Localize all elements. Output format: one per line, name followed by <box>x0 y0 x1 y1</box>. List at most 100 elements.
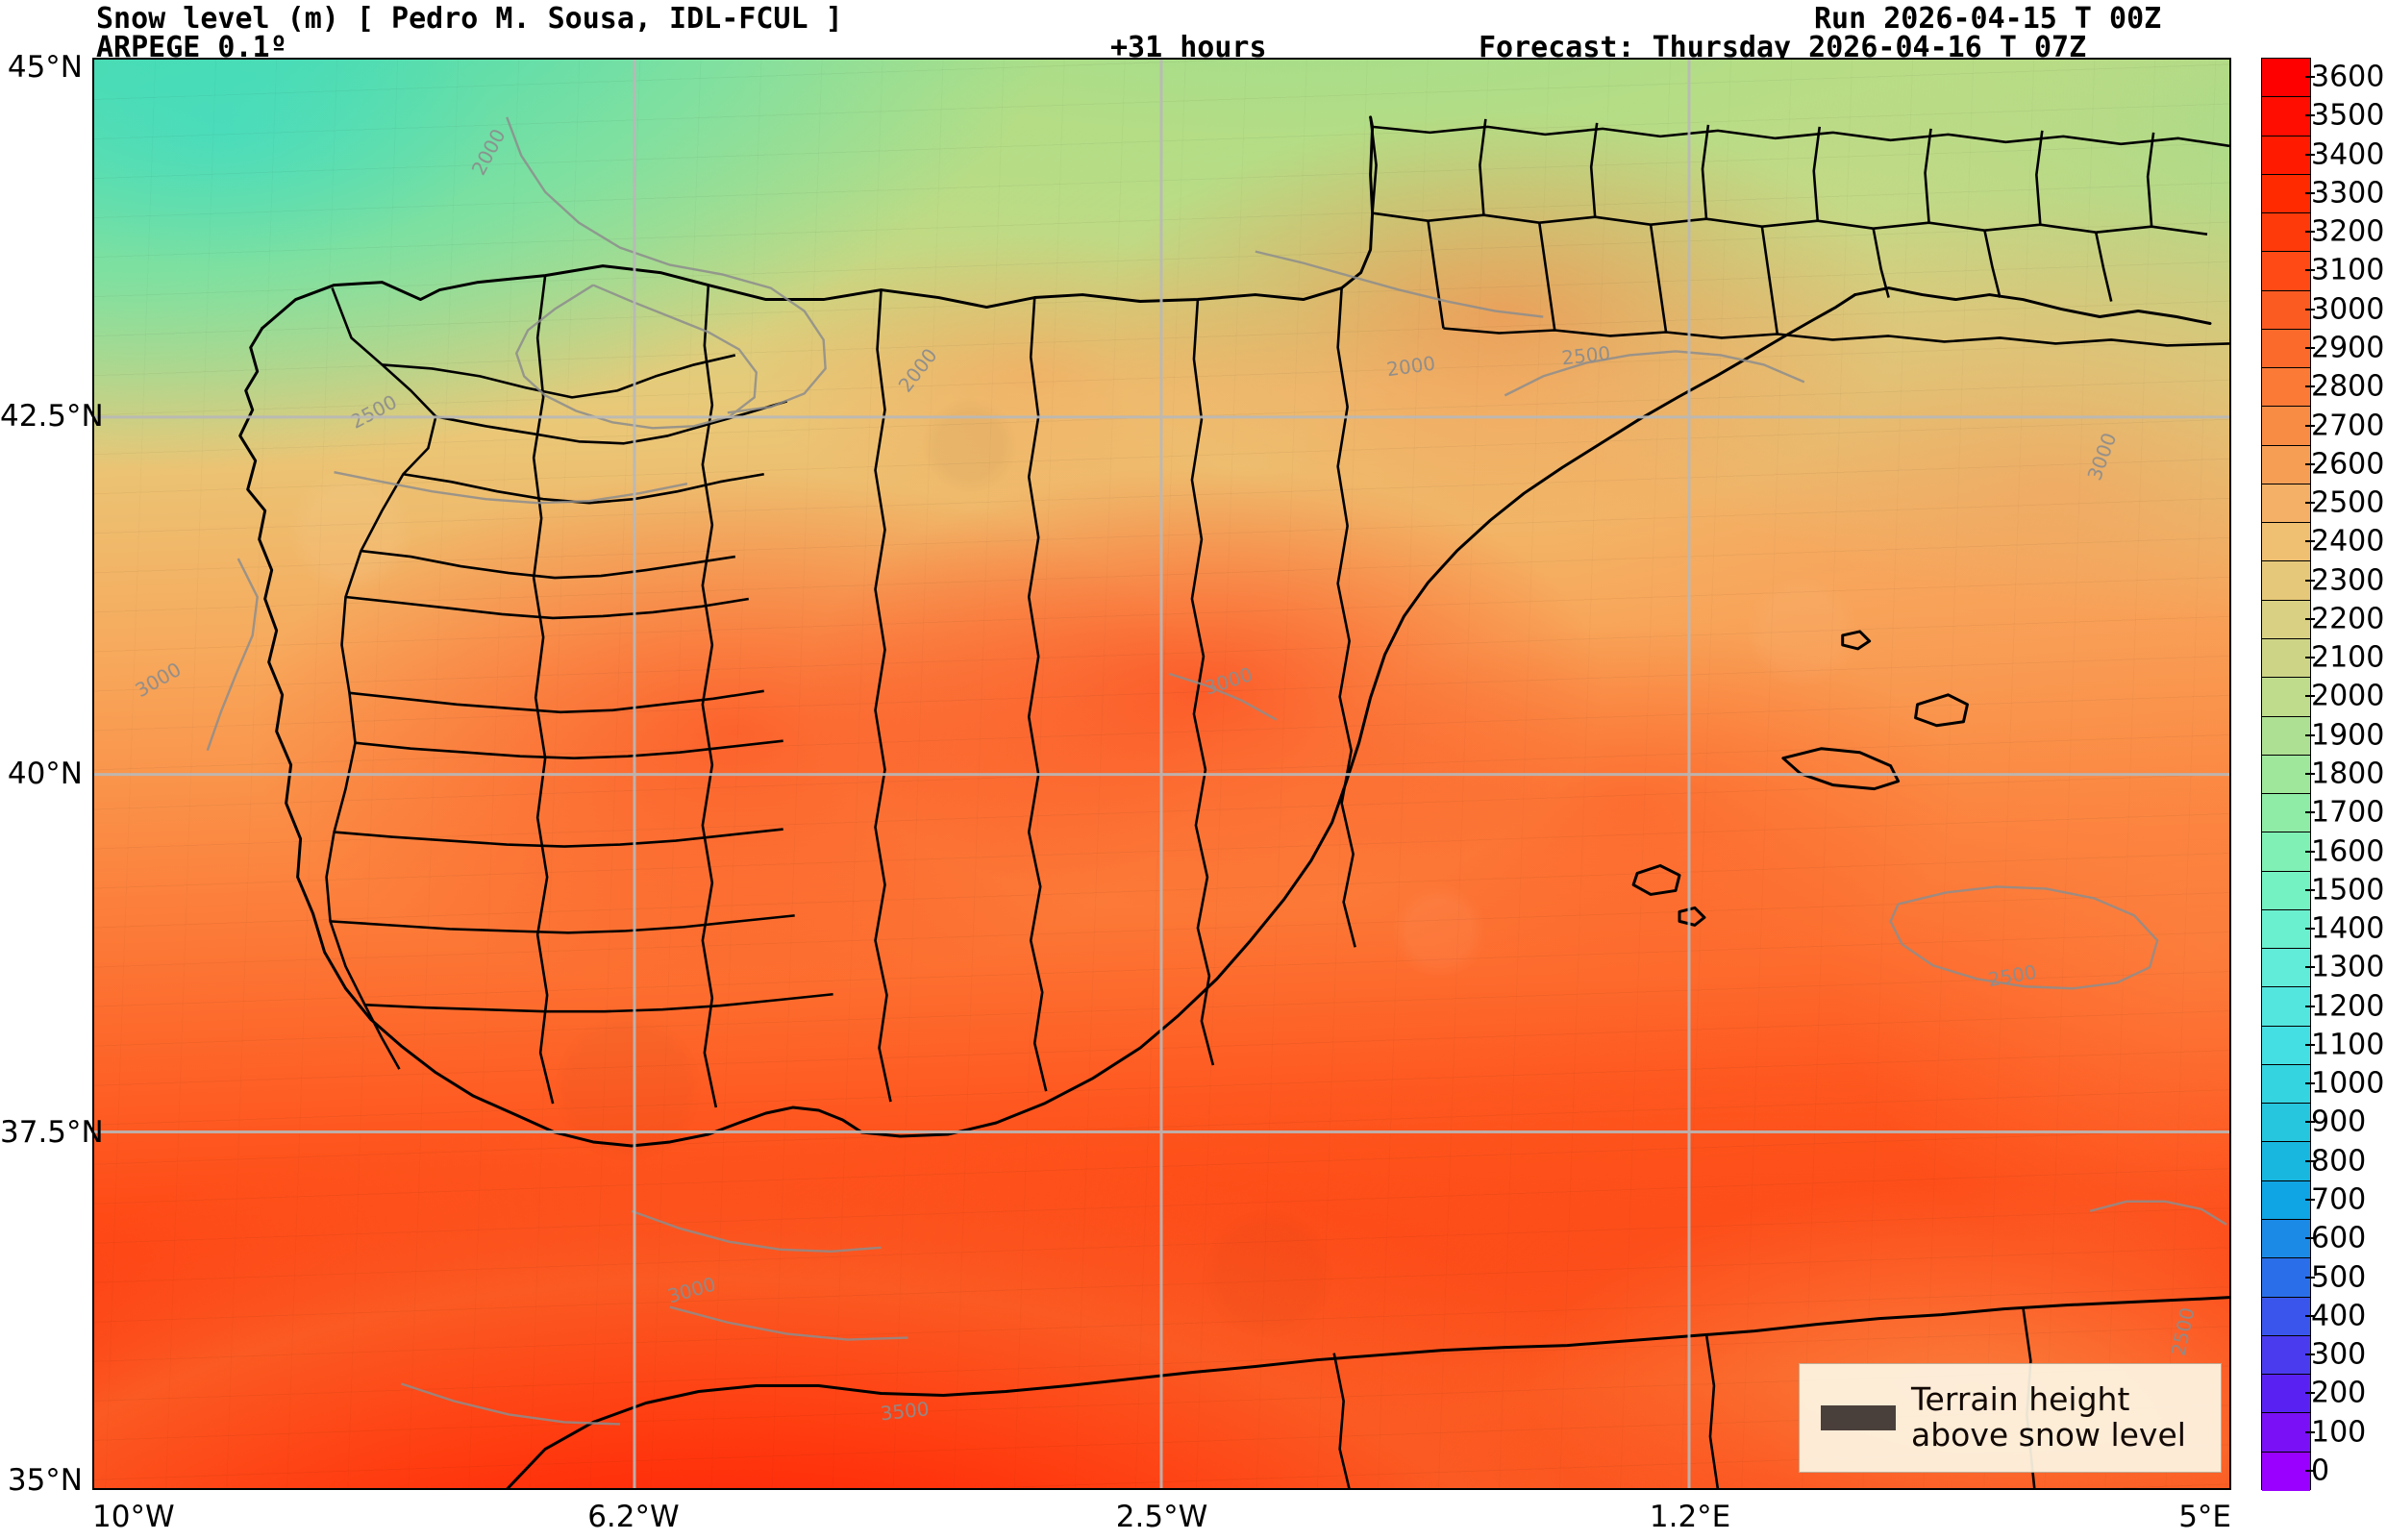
colorbar-ticks: 3600 3500 3400 3300 3200 3100 3000 2900 2800 2700… <box>2311 58 2387 1490</box>
colorbar-tick-mark <box>2305 308 2315 310</box>
colorbar-tick-mark <box>2305 269 2315 272</box>
legend-swatch-icon <box>1821 1405 1896 1430</box>
colorbar-segment <box>2262 1064 2310 1105</box>
colorbar-tick-label: 2700 <box>2311 409 2385 443</box>
colorbar-tick-label: 3400 <box>2311 137 2385 172</box>
colorbar-tick-mark <box>2305 1043 2315 1046</box>
x-tick-label: 1.2°E <box>1649 1500 1731 1534</box>
colorbar-tick-label: 3000 <box>2311 292 2385 327</box>
colorbar-tick-label: 3300 <box>2311 176 2385 211</box>
colorbar-tick-mark <box>2305 773 2315 775</box>
colorbar-tick-label: 3100 <box>2311 253 2385 287</box>
terrain-height-legend: Terrain height above snow level <box>1799 1363 2222 1473</box>
colorbar-segment <box>2262 1335 2310 1376</box>
colorbar-segment <box>2262 136 2310 175</box>
colorbar-tick-label: 3500 <box>2311 98 2385 133</box>
colorbar-segment <box>2262 600 2310 639</box>
colorbar-segment <box>2262 678 2310 717</box>
colorbar-tick-mark <box>2305 733 2315 736</box>
colorbar-tick-label: 1400 <box>2311 911 2385 946</box>
colorbar-segment <box>2262 484 2310 524</box>
colorbar-tick-label: 2500 <box>2311 485 2385 520</box>
colorbar-segment <box>2262 174 2310 214</box>
legend-text: Terrain height above snow level <box>1911 1380 2186 1453</box>
colorbar-segment <box>2262 871 2310 910</box>
colorbar-tick-mark <box>2305 1198 2315 1201</box>
colorbar-tick-label: 800 <box>2311 1144 2367 1179</box>
colorbar-segment <box>2262 59 2310 98</box>
colorbar-segment <box>2262 794 2310 833</box>
legend-line-1: Terrain height <box>1911 1380 2130 1419</box>
colorbar-tick-mark <box>2305 153 2315 156</box>
colorbar-segment <box>2262 1258 2310 1298</box>
colorbar-segment <box>2262 987 2310 1027</box>
colorbar-tick-label: 2400 <box>2311 524 2385 559</box>
colorbar-tick-mark <box>2305 850 2315 853</box>
colorbar-tick-label: 1500 <box>2311 873 2385 907</box>
snow-level-map[interactable]: 2000 2500 2000 2000 2500 3000 3000 3000 … <box>92 58 2231 1490</box>
colorbar-tick-mark <box>2305 540 2315 543</box>
colorbar-tick-mark <box>2305 385 2315 388</box>
colorbar-tick-mark <box>2305 76 2315 79</box>
graticule-layer <box>94 60 2229 1488</box>
colorbar[interactable] <box>2261 58 2311 1491</box>
colorbar-tick-label: 2800 <box>2311 369 2385 404</box>
colorbar-tick-label: 300 <box>2311 1337 2367 1372</box>
x-tick-label: 5°E <box>2178 1500 2231 1534</box>
svg-text:3500: 3500 <box>880 1397 931 1425</box>
svg-text:2500: 2500 <box>1560 341 1611 369</box>
colorbar-segment <box>2262 909 2310 950</box>
colorbar-segment <box>2262 523 2310 562</box>
colorbar-tick-mark <box>2305 617 2315 620</box>
colorbar-segment <box>2262 213 2310 253</box>
colorbar-tick-label: 900 <box>2311 1105 2367 1139</box>
colorbar-tick-label: 1600 <box>2311 834 2385 869</box>
colorbar-tick-mark <box>2305 888 2315 891</box>
map-field: 2000 2500 2000 2000 2500 3000 3000 3000 … <box>94 60 2229 1488</box>
colorbar-tick-mark <box>2305 424 2315 427</box>
colorbar-segment <box>2262 445 2310 484</box>
colorbar-segment <box>2262 716 2310 756</box>
colorbar-tick-mark <box>2305 1082 2315 1085</box>
colorbar-tick-mark <box>2305 1276 2315 1279</box>
colorbar-tick-mark <box>2305 1121 2315 1124</box>
colorbar-segment <box>2262 949 2310 988</box>
colorbar-tick-label: 1300 <box>2311 950 2385 984</box>
colorbar-segment <box>2262 1452 2310 1491</box>
colorbar-segment <box>2262 638 2310 679</box>
colorbar-tick-label: 2000 <box>2311 679 2385 713</box>
colorbar-tick-mark <box>2305 1237 2315 1240</box>
x-tick-label: 2.5°W <box>1115 1500 1208 1534</box>
colorbar-tick-label: 400 <box>2311 1299 2367 1333</box>
colorbar-segment <box>2262 368 2310 408</box>
colorbar-segment <box>2262 1375 2310 1414</box>
colorbar-tick-label: 2300 <box>2311 563 2385 598</box>
colorbar-tick-mark <box>2305 347 2315 350</box>
header-run: Run 2026-04-15 T 00Z <box>1814 2 2162 36</box>
colorbar-segment <box>2262 97 2310 137</box>
legend-line-2: above snow level <box>1911 1416 2186 1453</box>
colorbar-tick-label: 3200 <box>2311 214 2385 249</box>
colorbar-segment <box>2262 1142 2310 1181</box>
colorbar-tick-label: 2900 <box>2311 331 2385 365</box>
colorbar-tick-label: 2600 <box>2311 447 2385 482</box>
colorbar-tick-label: 1000 <box>2311 1066 2385 1101</box>
colorbar-segment <box>2262 561 2310 601</box>
colorbar-tick-mark <box>2305 1005 2315 1007</box>
colorbar-segment <box>2262 1180 2310 1220</box>
colorbar-tick-label: 1100 <box>2311 1028 2385 1062</box>
y-tick-label: 35°N <box>7 1463 83 1498</box>
y-tick-label: 40°N <box>7 757 83 791</box>
colorbar-tick-mark <box>2305 1159 2315 1162</box>
colorbar-tick-mark <box>2305 811 2315 814</box>
colorbar-tick-label: 600 <box>2311 1221 2367 1255</box>
colorbar-tick-label: 3600 <box>2311 60 2385 94</box>
colorbar-tick-label: 0 <box>2311 1453 2330 1488</box>
colorbar-segment <box>2262 252 2310 291</box>
x-tick-label: 6.2°W <box>587 1500 680 1534</box>
y-tick-label: 42.5°N <box>0 398 104 434</box>
colorbar-tick-label: 1900 <box>2311 718 2385 753</box>
colorbar-tick-label: 2100 <box>2311 640 2385 675</box>
header-title: Snow level (m) [ Pedro M. Sousa, IDL-FCU… <box>96 2 843 36</box>
colorbar-tick-mark <box>2305 191 2315 194</box>
